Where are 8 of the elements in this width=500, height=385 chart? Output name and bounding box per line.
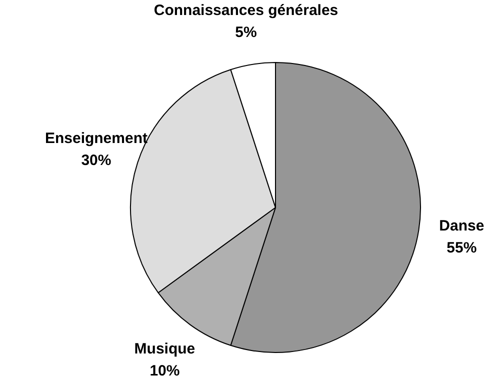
slice-label: Connaissances générales [154, 2, 338, 19]
data-label: 30% [81, 152, 112, 169]
slice-label: Danse [439, 217, 484, 234]
data-label: 5% [235, 24, 257, 41]
slice-label: Musique [134, 340, 196, 358]
data-label: 10% [150, 362, 180, 380]
slice-label: Enseignement [44, 130, 148, 147]
data-label: 55% [446, 239, 477, 256]
